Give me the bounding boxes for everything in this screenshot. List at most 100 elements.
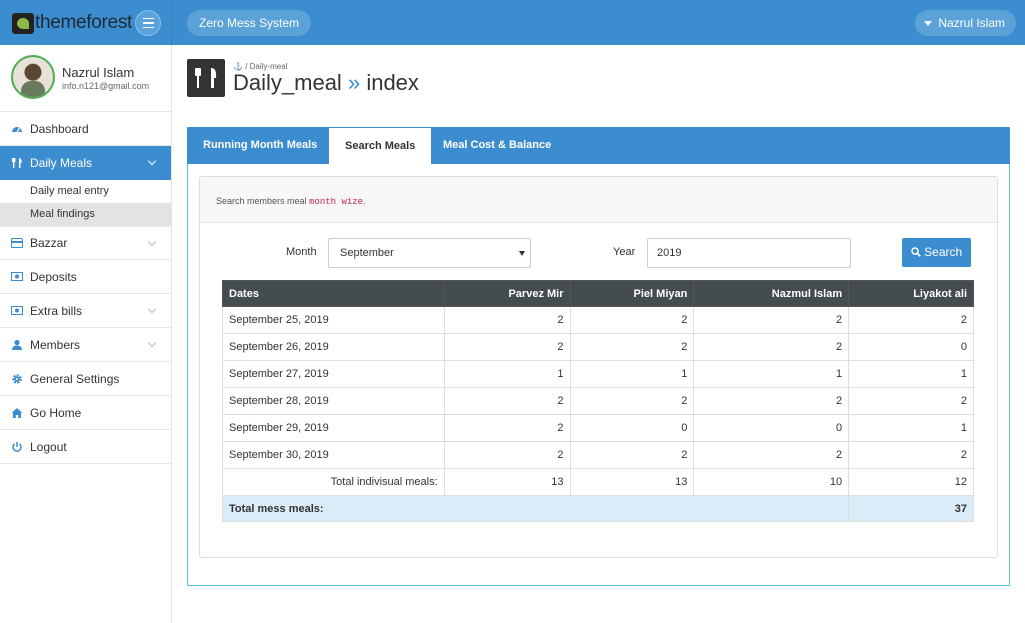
meal-cell: 1 [848,414,974,442]
money-icon [11,271,23,283]
hamburger-icon [142,17,154,20]
year-label: Year [613,246,636,258]
sidebar-item-label: General Settings [30,371,120,386]
search-button[interactable]: Search [902,238,971,267]
sidebar-item-deposits[interactable]: Deposits [0,260,171,294]
anchor-icon: ⚓ [233,62,243,71]
meal-cell: 2 [693,441,850,469]
date-cell: September 27, 2019 [222,360,445,388]
meal-cell: 2 [848,387,974,415]
meal-cell: 1 [443,360,571,388]
month-label: Month [286,246,317,258]
meal-cell: 0 [569,414,695,442]
profile-email: info.n121@gmail.com [62,81,150,91]
table-row: September 25, 2019 2 2 2 2 [222,306,974,334]
grand-total-label: Total mess meals: [221,495,850,522]
search-hint-code: month wize [309,197,364,207]
year-input[interactable]: 2019 [647,238,851,268]
logo[interactable]: themeforest [12,12,132,34]
meal-cell: 2 [443,306,571,334]
gear-icon [11,373,23,385]
month-select[interactable]: September [328,238,531,268]
page-cutlery-icon [187,59,225,97]
sidebar-item-dashboard[interactable]: Dashboard [0,112,171,146]
meals-table: Dates Parvez Mir Piel Miyan Nazmul Islam… [221,280,974,522]
cutlery-icon [11,157,23,169]
meal-cell: 0 [848,333,974,361]
select-arrow-icon [519,251,525,256]
sidebar-item-members[interactable]: Members [0,328,171,362]
chevron-down-icon [147,338,157,348]
total-cell: 10 [693,468,850,496]
table-row: September 30, 2019 2 2 2 2 [222,441,974,469]
totals-label: Total indivisual meals: [222,468,445,496]
avatar [11,55,55,99]
table-header-row: Dates Parvez Mir Piel Miyan Nazmul Islam… [222,280,974,307]
sidebar-subitem-meal-findings[interactable]: Meal findings [0,203,171,226]
sidebar-item-label: Daily Meals [30,156,93,170]
meal-cell: 2 [693,306,850,334]
column-header: Piel Miyan [569,280,695,307]
sidebar-item-label: Bazzar [30,236,68,250]
tab-search-meals[interactable]: Search Meals [329,128,432,164]
meal-cell: 2 [569,333,695,361]
total-cell: 12 [848,468,974,496]
search-icon [911,247,921,257]
dashboard-icon [11,123,23,135]
grand-total-row: Total mess meals: 37 [221,495,974,522]
meal-cell: 2 [443,333,571,361]
meal-cell: 0 [693,414,850,442]
user-icon [11,339,23,351]
page-title-main: Daily_meal [233,70,342,95]
meal-cell: 2 [848,306,974,334]
date-cell: September 25, 2019 [222,306,445,334]
page-title-sub: index [366,70,419,95]
sidebar-item-extra-bills[interactable]: Extra bills [0,294,171,328]
profile-name: Nazrul Islam [62,65,135,80]
user-profile: Nazrul Islam info.n121@gmail.com [0,45,171,112]
meal-cell: 2 [693,387,850,415]
meal-cell: 2 [693,333,850,361]
sidebar-item-label: Deposits [30,269,77,284]
breadcrumb: ⚓ / Daily-meal [233,62,288,71]
sidebar-item-general-settings[interactable]: General Settings [0,362,171,396]
chevron-down-icon [147,237,157,247]
total-cell: 13 [443,468,571,496]
date-cell: September 29, 2019 [222,414,445,442]
tab-bar: Running Month Meals Search Meals Meal Co… [187,127,1010,164]
table-row: September 29, 2019 2 0 0 1 [222,414,974,442]
power-icon [11,441,23,453]
menu-toggle-button[interactable] [135,10,161,36]
table-row: September 26, 2019 2 2 2 0 [222,333,974,361]
breadcrumb-current[interactable]: Daily-meal [249,62,288,71]
system-name-button[interactable]: Zero Mess System [187,10,312,36]
meal-cell: 2 [569,441,695,469]
sidebar-item-go-home[interactable]: Go Home [0,396,171,430]
search-hint-suffix: . [363,196,366,206]
sidebar-item-logout[interactable]: Logout [0,430,171,464]
meal-cell: 2 [443,387,571,415]
column-header: Nazmul Islam [693,280,850,307]
caret-down-icon [924,20,933,26]
home-icon [11,407,23,419]
search-hint: Search members meal month wize. [200,177,997,223]
sidebar-subitem-daily-meal-entry[interactable]: Daily meal entry [30,185,109,197]
tab-meal-cost-balance[interactable]: Meal Cost & Balance [443,139,552,151]
sidebar-item-label: Go Home [30,405,82,420]
meal-cell: 1 [848,360,974,388]
sidebar-item-label: Extra bills [30,303,83,318]
chevron-down-icon [147,304,157,314]
meal-cell: 2 [848,441,974,469]
sidebar-item-bazzar[interactable]: Bazzar [0,226,171,260]
tab-running-month-meals[interactable]: Running Month Meals [203,139,318,151]
logo-text: themeforest [35,12,133,33]
sidebar-item-daily-meals[interactable]: Daily Meals [0,146,171,180]
page-title: Daily_meal » index [233,70,419,96]
table-row: September 27, 2019 1 1 1 1 [222,360,974,388]
sidebar-item-label: Logout [30,439,67,454]
search-hint-text: Search members meal [216,196,307,206]
sidebar: Nazrul Islam info.n121@gmail.com Dashboa… [0,45,172,623]
user-menu-button[interactable]: Nazrul Islam [915,10,1016,36]
date-cell: September 30, 2019 [222,441,445,469]
chevron-down-icon [147,156,157,166]
